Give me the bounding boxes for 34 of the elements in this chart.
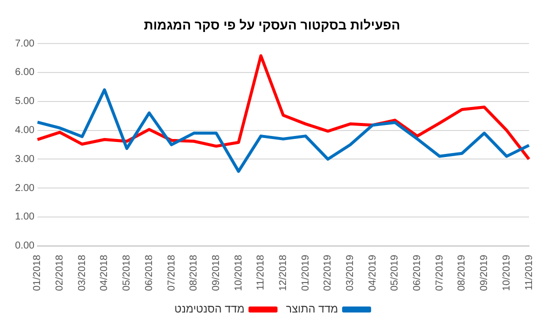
x-tick-label: 02/2019	[322, 254, 334, 292]
x-tick-label: 07/2018	[166, 254, 178, 292]
x-tick-label: 04/2018	[99, 254, 110, 292]
chart-title: הפעילות בסקטור העסקי על פי סקר המגמות	[144, 17, 400, 32]
x-tick-label: 02/2018	[54, 254, 66, 292]
x-tick-label: 09/2019	[479, 254, 490, 292]
x-tick-label: 07/2019	[434, 254, 446, 292]
x-tick-label: 10/2019	[501, 254, 512, 292]
y-tick-label: 3.00	[14, 154, 35, 165]
legend-label: מדד הסנטימנט	[174, 304, 244, 316]
x-tick-label: 11/2019	[524, 254, 535, 290]
x-tick-label: 05/2018	[122, 254, 133, 292]
legend-label: מדד התוצר	[286, 304, 338, 316]
x-tick-label: 05/2019	[390, 254, 401, 292]
x-tick-label: 08/2019	[456, 254, 468, 292]
x-tick-label: 01/2019	[300, 254, 312, 292]
x-tick-label: 08/2018	[188, 254, 200, 292]
x-tick-label: 01/2018	[32, 254, 44, 292]
x-tick-label: 12/2018	[278, 254, 289, 292]
x-tick-label: 09/2018	[210, 254, 222, 292]
y-tick-label: 5.00	[14, 96, 35, 108]
y-tick-label: 6.00	[14, 67, 35, 78]
y-tick-label: 7.00	[14, 38, 35, 50]
x-tick-label: 03/2019	[345, 254, 356, 292]
x-tick-label: 11/2018	[256, 254, 267, 290]
x-tick-label: 06/2019	[412, 254, 424, 292]
y-tick-label: 1.00	[14, 212, 35, 223]
y-tick-label: 2.00	[14, 182, 35, 194]
x-tick-label: 03/2018	[76, 254, 88, 292]
x-tick-label: 04/2019	[367, 254, 378, 292]
y-tick-label: 4.00	[14, 125, 35, 136]
x-tick-label: 06/2018	[144, 254, 155, 292]
x-tick-label: 10/2018	[233, 254, 244, 292]
y-tick-label: 0.00	[14, 240, 35, 252]
